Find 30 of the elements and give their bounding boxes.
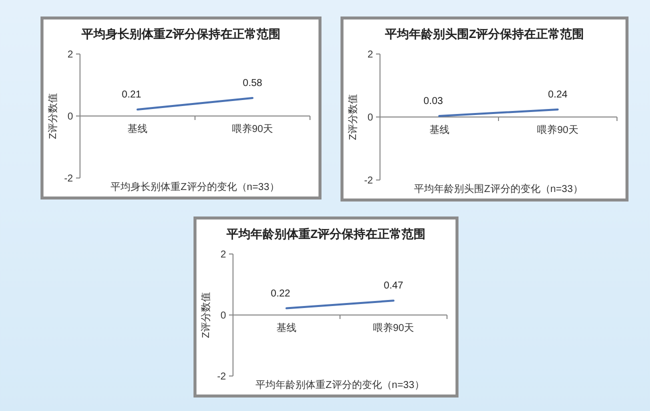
y-tick-label: -2 <box>364 176 374 186</box>
data-label: 0.22 <box>270 288 291 300</box>
y-tick-label: 0 <box>67 112 74 122</box>
y-tick-label: 0 <box>367 112 374 124</box>
x-tick-label: 基线 <box>276 322 296 334</box>
y-axis-title: Z评分数值 <box>47 92 59 140</box>
chart-title: 平均身长别体重Z评分保持在正常范围 <box>80 27 281 41</box>
y-tick-label: -2 <box>217 372 226 382</box>
y-axis-title: Z评分数值 <box>200 292 212 338</box>
y-tick-label: 0 <box>220 310 226 322</box>
x-axis-title: 平均年龄别头围Z评分的变化（n=33） <box>414 183 583 195</box>
x-tick-label: 基线 <box>128 123 148 135</box>
x-tick-label: 喂养90天 <box>372 322 414 334</box>
x-tick-label: 喂养90天 <box>537 124 578 136</box>
y-tick-label: -2 <box>64 174 74 184</box>
data-label: 0.47 <box>384 280 404 292</box>
data-label: 0.58 <box>242 78 263 90</box>
y-tick-label: 2 <box>367 50 374 60</box>
x-axis-title: 平均年龄别体重Z评分的变化（n=33） <box>256 379 424 391</box>
x-tick-label: 喂养90天 <box>232 123 274 135</box>
data-label: 0.24 <box>548 89 568 100</box>
y-axis-title: Z评分数值 <box>347 94 359 140</box>
y-tick-label: 2 <box>220 250 226 260</box>
data-label: 0.21 <box>122 89 142 100</box>
x-axis-title: 平均身长别体重Z评分的变化（n=33） <box>110 181 280 193</box>
chart-title: 平均年龄别头围Z评分保持在正常范围 <box>384 27 584 41</box>
chart-title: 平均年龄别体重Z评分保持在正常范围 <box>225 227 426 241</box>
data-label: 0.03 <box>424 96 444 108</box>
x-tick-label: 基线 <box>429 124 450 136</box>
y-tick-label: 2 <box>67 50 74 60</box>
